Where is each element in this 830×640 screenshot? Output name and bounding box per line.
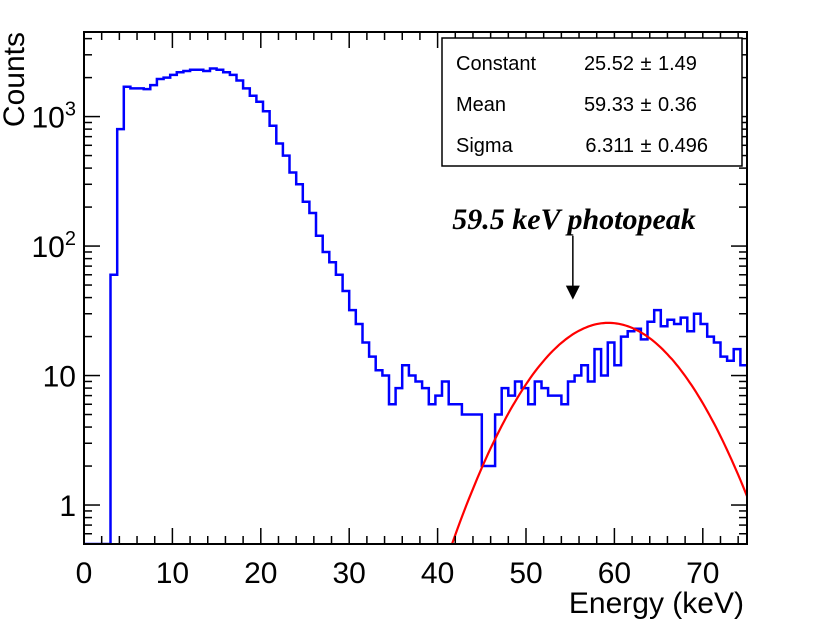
y-tick-label: 10 [43,361,76,394]
x-tick-label: 20 [244,557,277,590]
histogram-series [84,67,747,544]
y-axis-title: Counts [0,32,31,127]
plot-area [83,31,748,545]
photopeak-arrow-head [565,285,580,300]
stat-mean-label: Mean [456,94,506,116]
stat-mean-value: 59.33 [584,94,634,116]
photopeak-annotation: 59.5 keV photopeak [452,203,696,300]
x-tick-label: 70 [686,557,719,590]
stat-sigma-error: 0.496 [658,135,708,157]
stat-sigma-value: 6.311 [585,135,634,157]
stat-sigma-label: Sigma [456,135,514,157]
x-axis-title: Energy (keV) [569,587,744,620]
photopeak-label: 59.5 keV photopeak [452,203,696,236]
stat-mean-error: 0.36 [658,94,697,116]
x-tick-label: 0 [76,557,93,590]
stat-constant-label: Constant [456,53,536,75]
stat-mean-pm: ± [641,94,652,116]
stat-sigma-pm: ± [641,135,652,157]
y-tick-label: 102 [32,228,77,264]
x-tick-label: 50 [509,557,542,590]
x-tick-label: 40 [421,557,454,590]
x-tick-label: 30 [333,557,366,590]
y-tick-label: 1 [59,490,76,523]
plot-frame [83,31,748,545]
fit-stats-box: Constant 25.52 ± 1.49 Mean 59.33 ± 0.36 … [441,37,743,167]
stat-constant-pm: ± [641,53,652,75]
x-tick-label: 60 [598,557,631,590]
x-axis: 0 10 20 30 40 50 60 70 [76,32,739,590]
gaussian-fit-curve [450,321,747,544]
y-tick-label: 103 [32,99,77,135]
stat-constant-value: 25.52 [584,53,634,75]
stat-constant-error: 1.49 [658,53,697,75]
x-tick-label: 10 [156,557,189,590]
stats-box-frame [441,37,743,167]
y-axis: 1 10 102 103 [32,37,747,545]
